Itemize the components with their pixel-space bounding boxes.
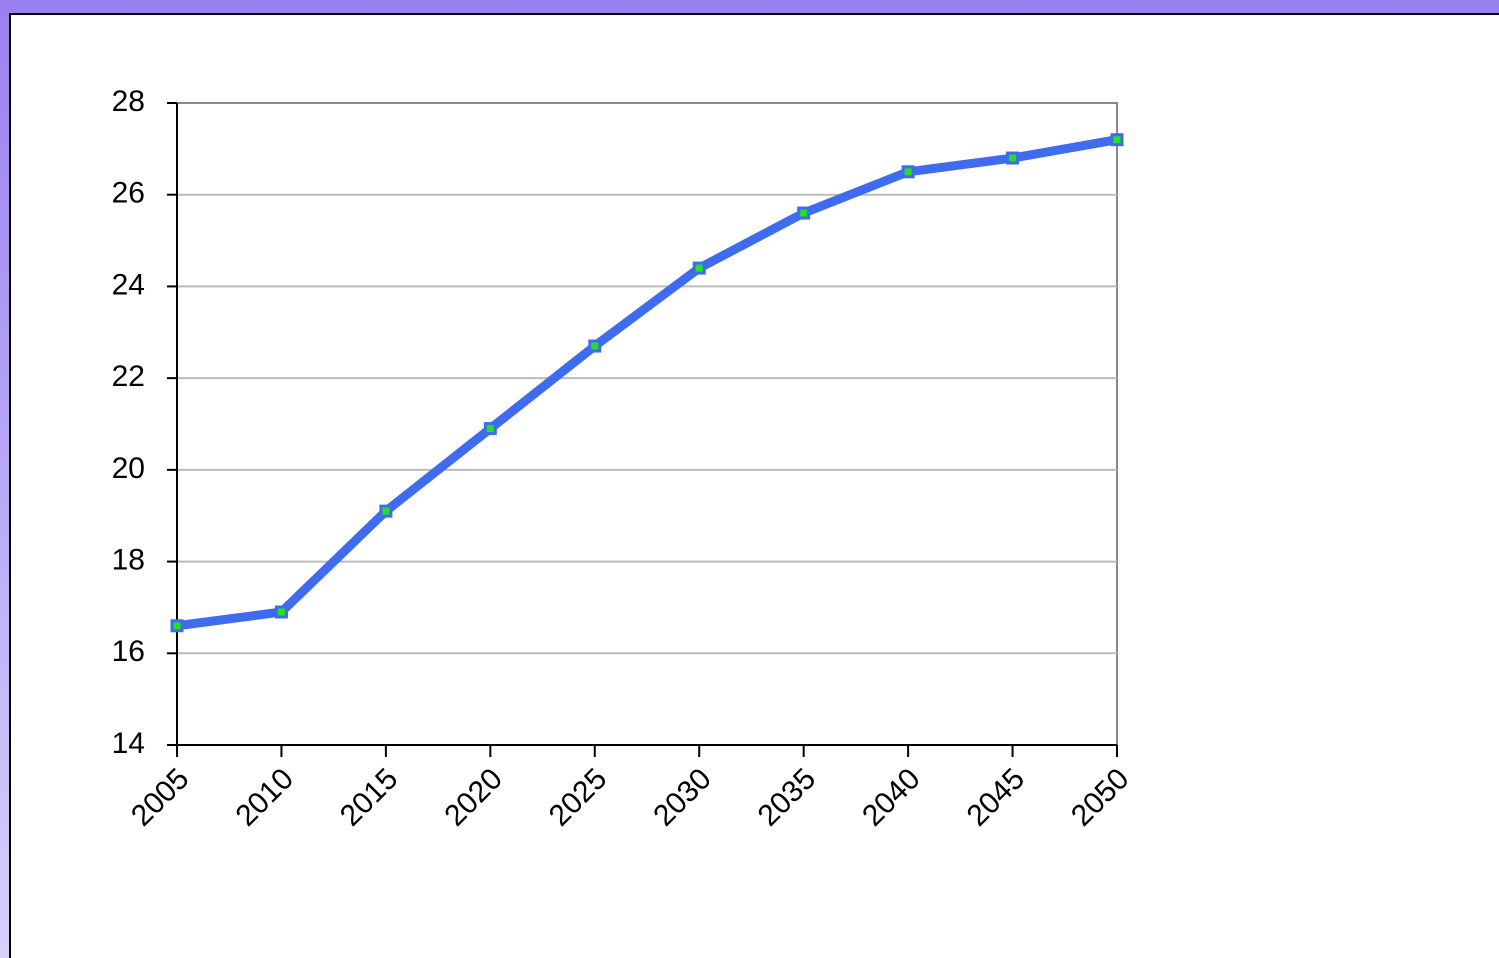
data-line	[172, 135, 1122, 631]
data-marker	[483, 422, 497, 436]
y-tick-label: 20	[112, 452, 145, 485]
data-marker	[692, 261, 706, 275]
y-tick-label: 24	[112, 268, 145, 301]
y-tick-label: 14	[112, 727, 145, 760]
data-marker	[1006, 151, 1020, 165]
data-marker	[901, 165, 915, 179]
y-tick-label: 22	[112, 360, 145, 393]
data-marker	[588, 339, 602, 353]
y-tick-label: 18	[112, 543, 145, 576]
data-marker	[797, 206, 811, 220]
y-tick-label: 26	[112, 177, 145, 210]
data-marker	[170, 619, 184, 633]
data-marker	[274, 605, 288, 619]
data-marker	[1110, 133, 1124, 147]
y-tick-label: 28	[112, 85, 145, 118]
data-marker	[379, 504, 393, 518]
panel	[9, 13, 1499, 958]
y-tick-label: 16	[112, 635, 145, 668]
